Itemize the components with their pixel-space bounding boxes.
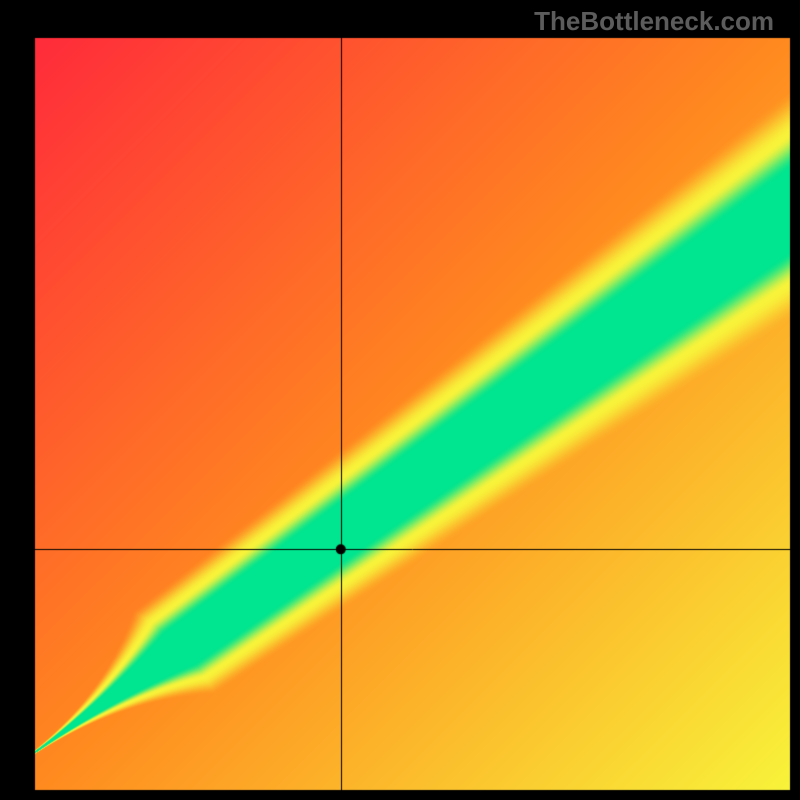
bottleneck-heatmap: [0, 0, 800, 800]
chart-container: TheBottleneck.com: [0, 0, 800, 800]
